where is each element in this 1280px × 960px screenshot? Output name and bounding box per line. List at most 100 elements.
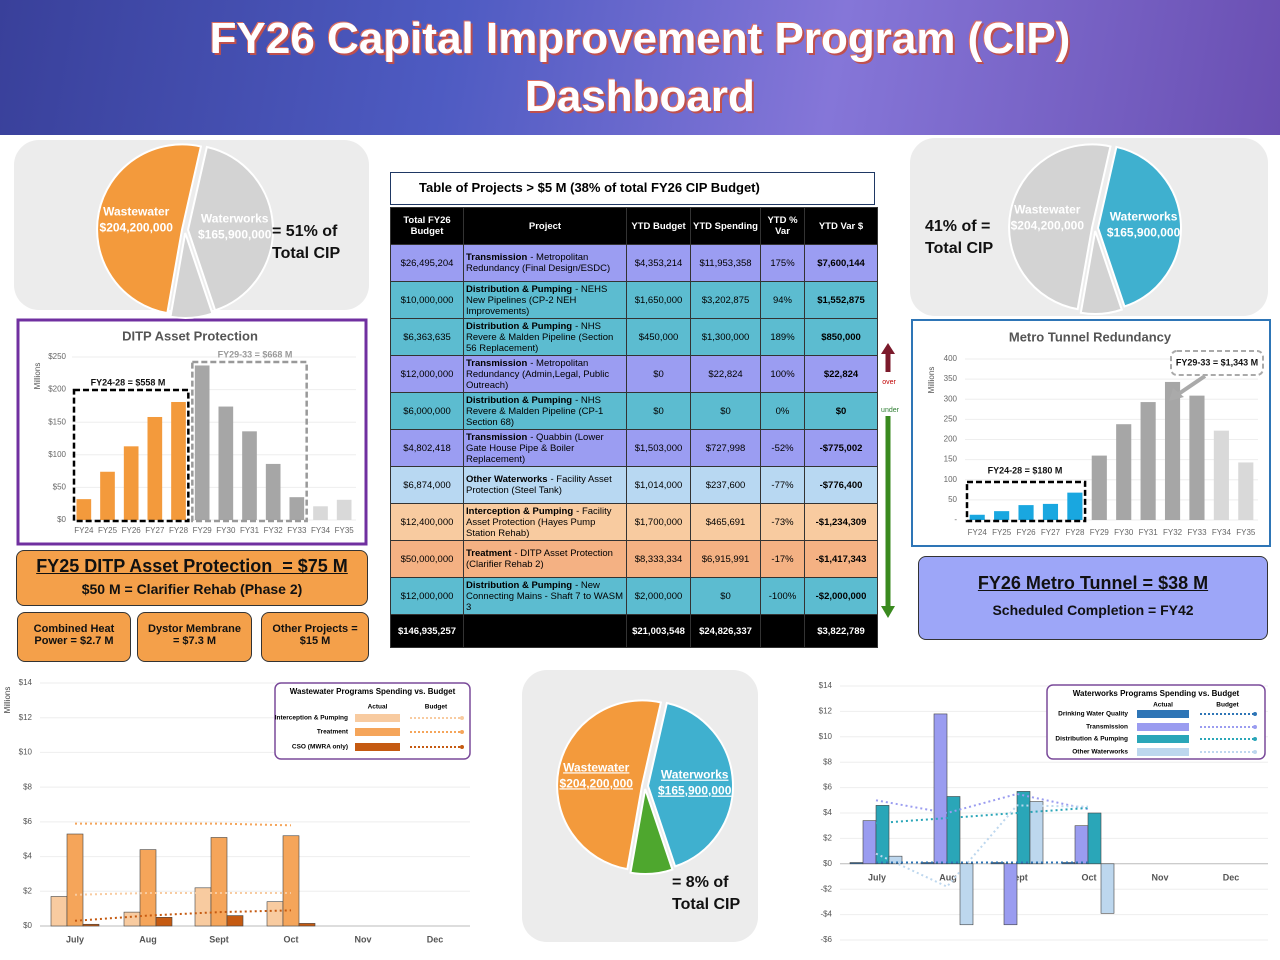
table-cell: $26,495,204 <box>390 244 464 282</box>
bar <box>849 862 864 865</box>
table-cell: $22,824 <box>804 355 878 393</box>
y-tick-label: $4 <box>823 808 832 817</box>
table-cell: -52% <box>760 429 805 467</box>
project-detail: - NHS Revere & Malden Pipeline (Section … <box>466 320 614 354</box>
table-cell: $4,802,418 <box>390 429 464 467</box>
x-tick-label: FY28 <box>169 526 189 535</box>
y-tick-label: 250 <box>944 414 958 423</box>
x-tick-label: FY27 <box>145 526 165 535</box>
bar <box>139 849 157 927</box>
pie-slice <box>96 143 203 315</box>
table-cell: $727,998 <box>690 429 761 467</box>
x-tick-label: FY26 <box>1016 528 1036 537</box>
y-tick-label: 200 <box>944 435 958 444</box>
y-tick-label: $250 <box>48 352 66 361</box>
table-cell: $1,014,000 <box>626 466 691 504</box>
table-cell: $1,700,000 <box>626 503 691 541</box>
bar <box>82 923 100 927</box>
bar <box>194 887 212 927</box>
x-tick-label: FY33 <box>287 526 307 535</box>
project-program: Distribution & Pumping <box>466 320 573 332</box>
budget-line <box>75 822 292 827</box>
table-cell: 100% <box>760 355 805 393</box>
bar <box>1213 430 1229 520</box>
legend-dot <box>1253 737 1257 741</box>
table-cell: 0% <box>760 392 805 430</box>
table-cell: $1,300,000 <box>690 318 761 356</box>
bar <box>218 406 234 520</box>
bar <box>994 511 1010 520</box>
legend-column: Budget <box>425 704 448 711</box>
slice-label: Wastewater <box>563 760 630 774</box>
bar <box>266 901 284 927</box>
bar <box>123 911 141 927</box>
table-cell: $237,600 <box>690 466 761 504</box>
project-cell: Transmission - Metropolitan Redundancy (F… <box>463 244 627 282</box>
x-tick-label: FY34 <box>1212 528 1232 537</box>
table-cell: -$775,002 <box>804 429 878 467</box>
x-tick-label: FY33 <box>1187 528 1207 537</box>
project-cell: Distribution & Pumping - NHS Revere & Mal… <box>463 318 627 356</box>
x-tick-label: Sept <box>1008 872 1028 882</box>
table-cell: -100% <box>760 577 805 615</box>
x-tick-label: FY30 <box>1114 528 1134 537</box>
y-tick-label: $8 <box>23 782 32 791</box>
slice-value: $204,200,000 <box>100 220 174 234</box>
x-tick-label: FY31 <box>240 526 260 535</box>
x-tick-label: FY25 <box>992 528 1012 537</box>
table-cell: $6,363,635 <box>390 318 464 356</box>
bar <box>289 497 305 520</box>
slice-label: Waterworks <box>661 768 729 782</box>
pie-annotation: = 8% of Total CIP <box>672 874 741 913</box>
legend-column: Actual <box>1153 702 1173 709</box>
table-cell: $3,202,875 <box>690 281 761 319</box>
project-cell: Transmission - Metropolitan Redundancy (A… <box>463 355 627 393</box>
table-cell: $10,000,000 <box>390 281 464 319</box>
pie-slice <box>629 788 674 875</box>
table-row: $4,802,418 Transmission - Quabbin (Lower G… <box>390 429 878 467</box>
table-cell: $4,353,214 <box>626 244 691 282</box>
project-detail: - Metropolitan Redundancy (Admin,Legal, … <box>466 357 610 391</box>
legend-dot <box>1253 750 1257 754</box>
project-cell: Transmission - Quabbin (Lower Gate House … <box>463 429 627 467</box>
bar <box>1042 503 1059 520</box>
x-tick-label: Dec <box>427 934 444 944</box>
y-tick-label: $2 <box>23 886 32 895</box>
x-tick-label: Aug <box>939 872 957 882</box>
bar <box>1074 825 1089 865</box>
chart-annotation: FY24-28 = $558 M <box>91 377 166 387</box>
bar <box>282 835 300 927</box>
y-axis-label: Millions <box>927 367 936 394</box>
total-cell <box>463 614 627 648</box>
legend-dot <box>460 716 464 720</box>
bar <box>1189 395 1205 520</box>
bar <box>862 820 877 865</box>
pie-slice <box>1008 143 1112 311</box>
table-cell: $2,000,000 <box>626 577 691 615</box>
table-cell: $11,953,358 <box>690 244 761 282</box>
project-program: Treatment <box>466 548 512 559</box>
x-tick-label: July <box>868 872 886 882</box>
slice-value: $165,900,000 <box>658 784 732 798</box>
table-cell: -73% <box>760 503 805 541</box>
legend-swatch <box>1137 735 1189 743</box>
y-tick-label: $4 <box>23 852 32 861</box>
project-cell: Distribution & Pumping - NHS Revere & Mal… <box>463 392 627 430</box>
bar <box>194 365 210 520</box>
bar <box>210 837 228 927</box>
group-outline <box>191 360 308 523</box>
x-tick-label: Aug <box>139 934 157 944</box>
legend-label: Transmission <box>1086 724 1128 731</box>
legend-dot <box>1253 712 1257 716</box>
project-cell: Treatment - DITP Asset Protection (Clarif… <box>463 540 627 578</box>
bar <box>100 471 115 520</box>
table-cell: $7,600,144 <box>804 244 878 282</box>
x-tick-label: FY30 <box>216 526 236 535</box>
bar <box>265 463 281 520</box>
table-cell: $8,333,334 <box>626 540 691 578</box>
y-tick-label: 50 <box>948 495 957 504</box>
x-tick-label: FY24 <box>968 528 988 537</box>
table-cell: $6,874,000 <box>390 466 464 504</box>
pie-slice <box>1096 145 1182 308</box>
legend-label: Interception & Pumping <box>275 715 348 722</box>
